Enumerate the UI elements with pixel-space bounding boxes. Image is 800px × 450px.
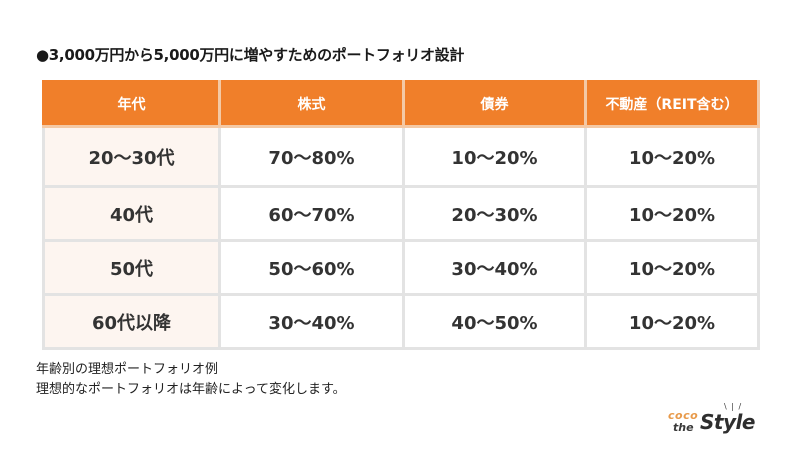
table-row: 20〜30代 70〜80% 10〜20% 10〜20% — [42, 125, 760, 188]
table-row: 50代 50〜60% 30〜40% 10〜20% — [42, 239, 760, 296]
header-real-estate: 不動産（REIT含む） — [584, 80, 760, 128]
cell-real-estate: 10〜20% — [584, 293, 760, 350]
caption-line: 年齢別の理想ポートフォリオ例 — [36, 362, 219, 377]
brand-logo: coco the \ | / Style — [668, 402, 768, 438]
cell-age: 40代 — [42, 185, 221, 242]
cell-stocks: 50〜60% — [218, 239, 405, 296]
logo-coco-text: coco — [668, 409, 699, 422]
table-row: 40代 60〜70% 20〜30% 10〜20% — [42, 185, 760, 242]
description-line: 理想的なポートフォリオは年齢によって変化します。 — [36, 382, 346, 397]
page-title: ●3,000万円から5,000万円に増やすためのポートフォリオ設計 — [36, 46, 465, 64]
sparkle-icon: \ | / — [724, 402, 743, 411]
table-row: 60代以降 30〜40% 40〜50% 10〜20% — [42, 293, 760, 350]
cell-bonds: 20〜30% — [402, 185, 587, 242]
cell-bonds: 40〜50% — [402, 293, 587, 350]
header-age: 年代 — [42, 80, 221, 128]
portfolio-table: 年代 株式 債券 不動産（REIT含む） 20〜30代 70〜80% 10〜20… — [42, 80, 760, 350]
header-stocks: 株式 — [218, 80, 405, 128]
cell-bonds: 30〜40% — [402, 239, 587, 296]
header-bonds: 債券 — [402, 80, 587, 128]
table-header-row: 年代 株式 債券 不動産（REIT含む） — [42, 80, 760, 128]
logo-the-text: the — [673, 421, 694, 434]
notes: 年齢別の理想ポートフォリオ例 理想的なポートフォリオは年齢によって変化します。 — [36, 360, 346, 400]
cell-age: 20〜30代 — [42, 125, 221, 188]
cell-age: 60代以降 — [42, 293, 221, 350]
cell-real-estate: 10〜20% — [584, 185, 760, 242]
cell-bonds: 10〜20% — [402, 125, 587, 188]
logo-style-text: Style — [700, 410, 755, 434]
cell-age: 50代 — [42, 239, 221, 296]
cell-stocks: 60〜70% — [218, 185, 405, 242]
cell-stocks: 70〜80% — [218, 125, 405, 188]
cell-real-estate: 10〜20% — [584, 239, 760, 296]
cell-real-estate: 10〜20% — [584, 125, 760, 188]
cell-stocks: 30〜40% — [218, 293, 405, 350]
